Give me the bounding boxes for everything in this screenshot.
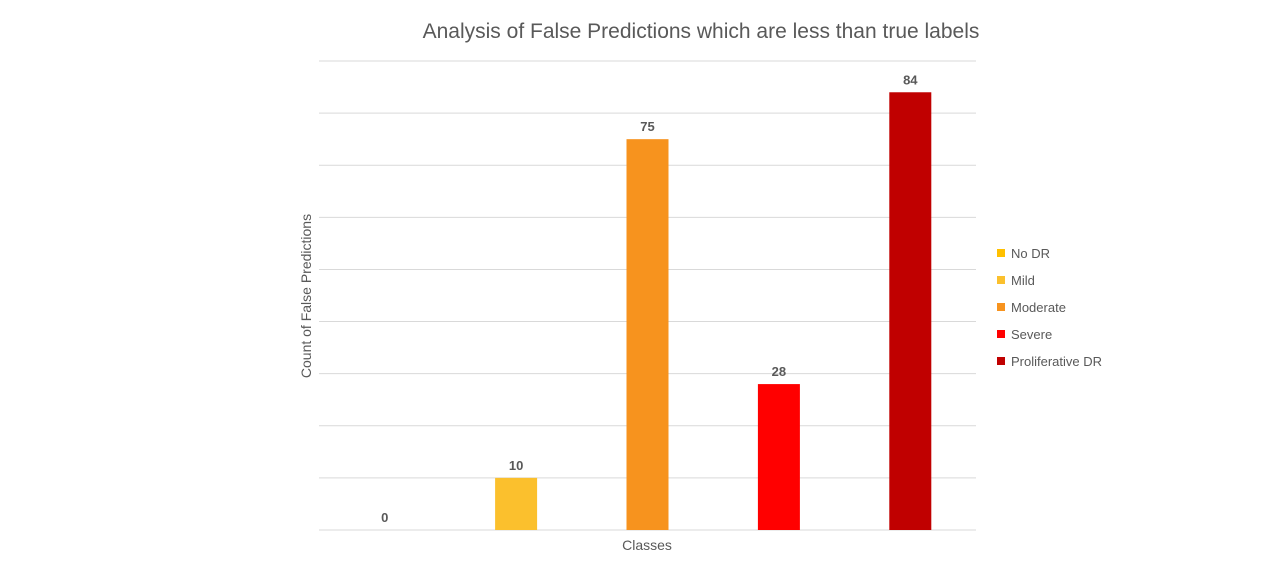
bar-proliferative-dr	[889, 92, 932, 531]
legend-label-moderate: Moderate	[1011, 300, 1066, 315]
legend-swatch-moderate	[997, 303, 1005, 311]
legend-swatch-mild	[997, 276, 1005, 284]
legend-swatch-severe	[997, 330, 1005, 338]
bar-moderate	[626, 139, 669, 530]
bars	[495, 92, 932, 531]
legend-label-mild: Mild	[1011, 273, 1035, 288]
data-label-severe: 28	[772, 364, 786, 379]
legend-label-severe: Severe	[1011, 327, 1052, 342]
x-axis-title: Classes	[622, 537, 672, 553]
bar-mild	[495, 477, 538, 530]
data-label-mild: 10	[509, 458, 523, 473]
legend: No DR Mild Moderate Severe Proliferative DR	[997, 246, 1102, 369]
legend-swatch-proliferative-dr	[997, 357, 1005, 365]
legend-label-no-dr: No DR	[1011, 246, 1050, 261]
data-label-moderate: 75	[640, 119, 654, 134]
y-axis-title: Count of False Predictions	[298, 214, 314, 378]
legend-label-proliferative-dr: Proliferative DR	[1011, 354, 1102, 369]
data-label-proliferative-dr: 84	[903, 72, 918, 87]
chart-title: Analysis of False Predictions which are …	[423, 20, 980, 43]
data-labels: 0 10 75 28 84	[381, 72, 918, 525]
data-label-no-dr: 0	[381, 510, 388, 525]
legend-swatch-no-dr	[997, 249, 1005, 257]
bar-severe	[757, 384, 800, 530]
